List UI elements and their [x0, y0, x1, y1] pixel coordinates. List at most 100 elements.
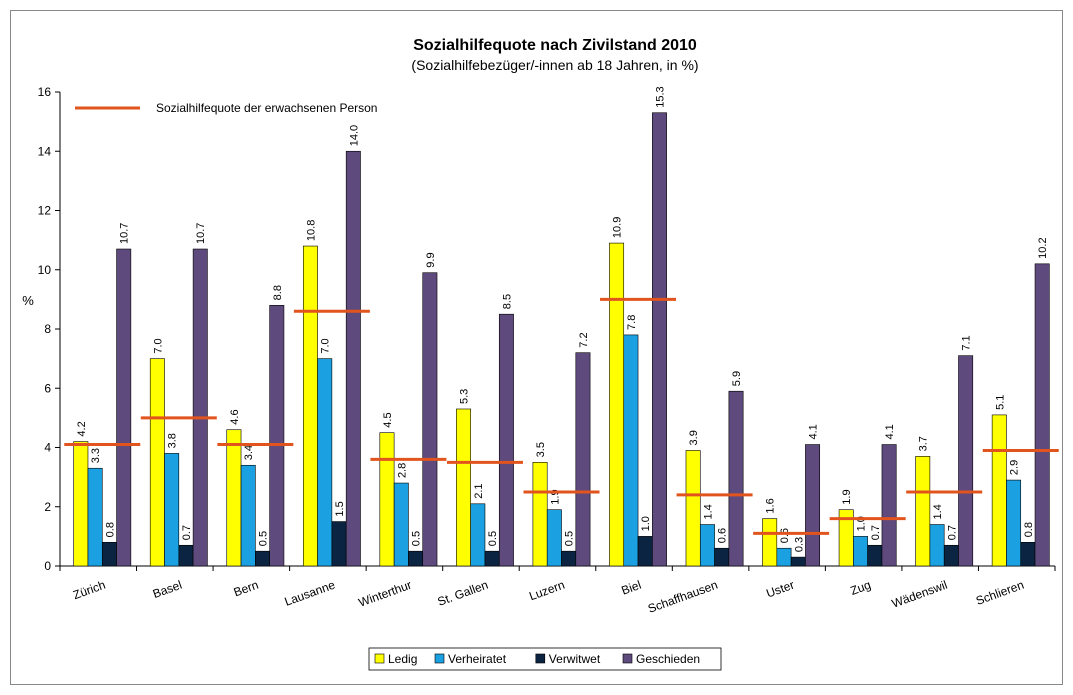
bar — [456, 408, 471, 567]
data-label: 9.9 — [425, 252, 437, 267]
bar — [699, 524, 715, 567]
bar — [991, 414, 1007, 567]
bar — [532, 462, 548, 567]
data-label: 10.2 — [1037, 237, 1049, 258]
bar — [192, 248, 208, 567]
bar — [714, 547, 730, 567]
bar — [762, 518, 778, 567]
bar — [149, 358, 165, 567]
bar — [240, 464, 256, 567]
bar — [867, 544, 883, 567]
data-label: 1.4 — [702, 504, 714, 519]
bar — [317, 358, 333, 567]
bar — [101, 541, 117, 567]
bar — [470, 503, 486, 567]
y-tick-label: 14 — [38, 144, 52, 158]
bar — [484, 550, 500, 567]
y-tick-label: 2 — [44, 500, 51, 514]
bar — [546, 509, 562, 567]
data-label: 3.3 — [90, 448, 102, 463]
data-label: 0.5 — [564, 531, 576, 546]
data-label: 7.1 — [961, 335, 973, 350]
data-label: 1.9 — [841, 489, 853, 504]
data-label: 10.8 — [305, 220, 317, 241]
data-label: 3.7 — [918, 436, 930, 451]
bar — [929, 524, 945, 567]
legend-swatch — [434, 653, 445, 664]
bar — [408, 550, 424, 567]
data-label: 0.7 — [870, 525, 882, 540]
data-label: 0.5 — [411, 531, 423, 546]
bar — [805, 444, 821, 567]
bar — [73, 441, 89, 567]
data-label: 7.0 — [152, 338, 164, 353]
bar — [302, 245, 318, 567]
y-tick-label: 0 — [44, 559, 51, 573]
bar — [331, 521, 347, 567]
data-label: 4.1 — [884, 424, 896, 439]
chart-frame — [10, 10, 1063, 685]
y-tick-label: 8 — [44, 322, 51, 336]
y-tick-label: 6 — [44, 381, 51, 395]
data-label: 0.6 — [717, 528, 729, 543]
data-label: 3.8 — [167, 433, 179, 448]
bar — [853, 536, 868, 567]
bar — [776, 547, 792, 567]
legend-label: Geschieden — [636, 652, 700, 666]
data-label: 4.5 — [382, 412, 394, 427]
data-label: 0.7 — [181, 525, 193, 540]
data-label: 4.6 — [229, 409, 241, 424]
bar — [623, 334, 639, 567]
bar — [943, 544, 959, 567]
data-label: 0.3 — [793, 537, 805, 552]
legend-label: Sozialhilfequote der erwachsenen Person — [156, 101, 377, 115]
bar — [652, 112, 667, 567]
data-label: 1.0 — [640, 516, 652, 531]
data-label: 1.4 — [932, 504, 944, 519]
data-label: 0.8 — [1023, 522, 1035, 537]
bar — [609, 242, 625, 567]
y-tick-label: 4 — [44, 441, 51, 455]
data-label: 5.1 — [994, 395, 1006, 410]
data-label: 0.8 — [104, 522, 116, 537]
bar — [685, 450, 701, 567]
data-label: 14.0 — [348, 125, 360, 146]
bar — [881, 444, 897, 567]
bar — [178, 544, 194, 567]
bar — [87, 467, 103, 567]
data-label: 10.9 — [612, 217, 624, 238]
bar — [226, 429, 242, 567]
bar — [269, 304, 285, 567]
bar — [1006, 479, 1022, 567]
legend-label: Ledig — [388, 652, 417, 666]
y-axis-label: % — [22, 293, 34, 308]
data-label: 0.7 — [946, 525, 958, 540]
x-tick-label: Zug — [848, 578, 872, 598]
data-label: 7.8 — [626, 315, 638, 330]
legend-label: Verheiratet — [448, 652, 507, 666]
data-label: 2.9 — [1009, 460, 1021, 475]
chart-title: Sozialhilfequote nach Zivilstand 2010 — [413, 37, 697, 54]
data-label: 0.5 — [257, 531, 269, 546]
y-tick-label: 10 — [38, 263, 52, 277]
legend-label: Verwitwet — [549, 652, 601, 666]
bar — [915, 456, 931, 567]
data-label: 1.5 — [334, 501, 346, 516]
data-label: 7.2 — [578, 332, 590, 347]
legend-swatch — [535, 653, 546, 664]
y-tick-label: 16 — [38, 85, 52, 99]
x-tick-label: Biel — [619, 578, 643, 598]
bar — [393, 482, 409, 567]
bar — [498, 313, 514, 567]
bar — [1034, 263, 1050, 567]
legend-swatch — [622, 653, 633, 664]
bar — [422, 272, 438, 567]
data-label: 8.5 — [501, 294, 513, 309]
data-label: 2.1 — [473, 483, 485, 498]
legend-swatch — [374, 653, 385, 664]
bar — [116, 248, 132, 567]
chart-subtitle: (Sozialhilfebezüger/-innen ab 18 Jahren,… — [411, 57, 698, 73]
data-label: 0.6 — [779, 528, 791, 543]
data-label: 4.1 — [808, 424, 820, 439]
